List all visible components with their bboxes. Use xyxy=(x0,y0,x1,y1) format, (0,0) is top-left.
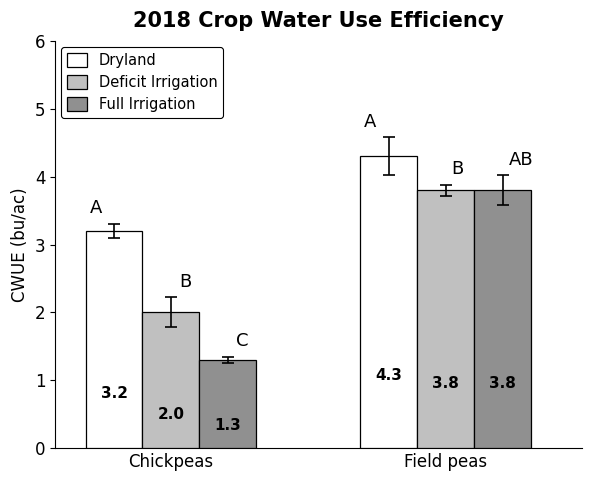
Text: 3.8: 3.8 xyxy=(489,376,516,391)
Text: 1.3: 1.3 xyxy=(215,418,241,433)
Text: 3.8: 3.8 xyxy=(432,376,459,391)
Text: B: B xyxy=(179,273,192,291)
Text: AB: AB xyxy=(509,150,533,169)
Text: B: B xyxy=(452,160,464,178)
Text: 2.0: 2.0 xyxy=(158,407,184,422)
Bar xyxy=(360,156,417,448)
Text: C: C xyxy=(236,333,248,350)
Text: 3.2: 3.2 xyxy=(100,386,127,401)
Text: A: A xyxy=(364,112,377,131)
Legend: Dryland, Deficit Irrigation, Full Irrigation: Dryland, Deficit Irrigation, Full Irriga… xyxy=(61,47,224,118)
Bar xyxy=(417,190,474,448)
Text: 4.3: 4.3 xyxy=(375,368,402,383)
Text: A: A xyxy=(90,200,102,217)
Title: 2018 Crop Water Use Efficiency: 2018 Crop Water Use Efficiency xyxy=(133,11,504,31)
Bar xyxy=(199,360,256,448)
Bar xyxy=(474,190,531,448)
Bar xyxy=(85,231,142,448)
Y-axis label: CWUE (bu/ac): CWUE (bu/ac) xyxy=(11,187,29,302)
Bar xyxy=(142,312,199,448)
